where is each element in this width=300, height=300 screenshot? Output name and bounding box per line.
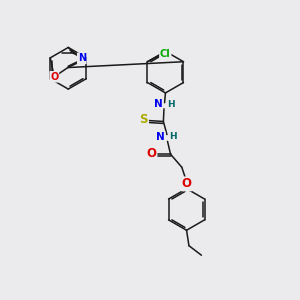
Text: O: O <box>50 72 58 82</box>
Text: O: O <box>146 147 157 160</box>
Text: S: S <box>140 113 148 126</box>
Text: H: H <box>167 100 174 109</box>
Text: O: O <box>182 177 192 190</box>
Text: Cl: Cl <box>160 49 171 59</box>
Text: H: H <box>169 132 177 141</box>
Text: N: N <box>78 53 86 63</box>
Text: N: N <box>154 99 162 109</box>
Text: N: N <box>156 132 165 142</box>
